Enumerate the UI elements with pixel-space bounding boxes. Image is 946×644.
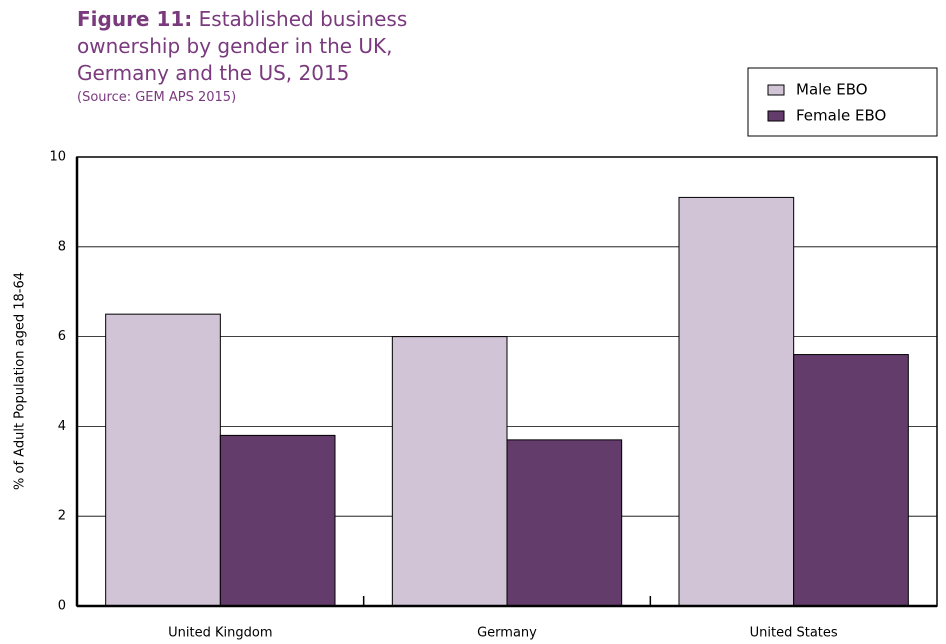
y-tick-label: 2 <box>58 509 66 524</box>
chart-title: Established business ownership by gender… <box>77 7 408 85</box>
legend-label: Female EBO <box>796 107 886 125</box>
bar <box>105 313 221 607</box>
figure-label: Figure 11: <box>77 7 193 31</box>
legend-box <box>747 67 938 137</box>
chart-subtitle: (Source: GEM APS 2015) <box>77 90 237 105</box>
y-tick-label: 8 <box>58 239 66 254</box>
bar <box>391 336 508 607</box>
y-tick-label: 6 <box>58 329 66 344</box>
bar <box>793 354 909 607</box>
legend-label: Male EBO <box>796 81 868 99</box>
x-tick-label: United Kingdom <box>168 626 272 641</box>
y-axis-label: % of Adult Population aged 18-64 <box>13 272 28 490</box>
bar <box>678 196 795 607</box>
legend-swatch <box>767 110 785 122</box>
chart-title-block: Figure 11: Established business ownershi… <box>77 6 417 87</box>
legend-swatch <box>767 84 785 96</box>
x-tick-label: Germany <box>477 626 537 641</box>
y-tick-label: 4 <box>58 419 66 434</box>
y-tick-label: 0 <box>58 599 66 614</box>
bar <box>219 434 336 607</box>
y-tick-label: 10 <box>49 150 66 165</box>
bar <box>506 439 623 607</box>
x-tick-label: United States <box>750 626 838 641</box>
